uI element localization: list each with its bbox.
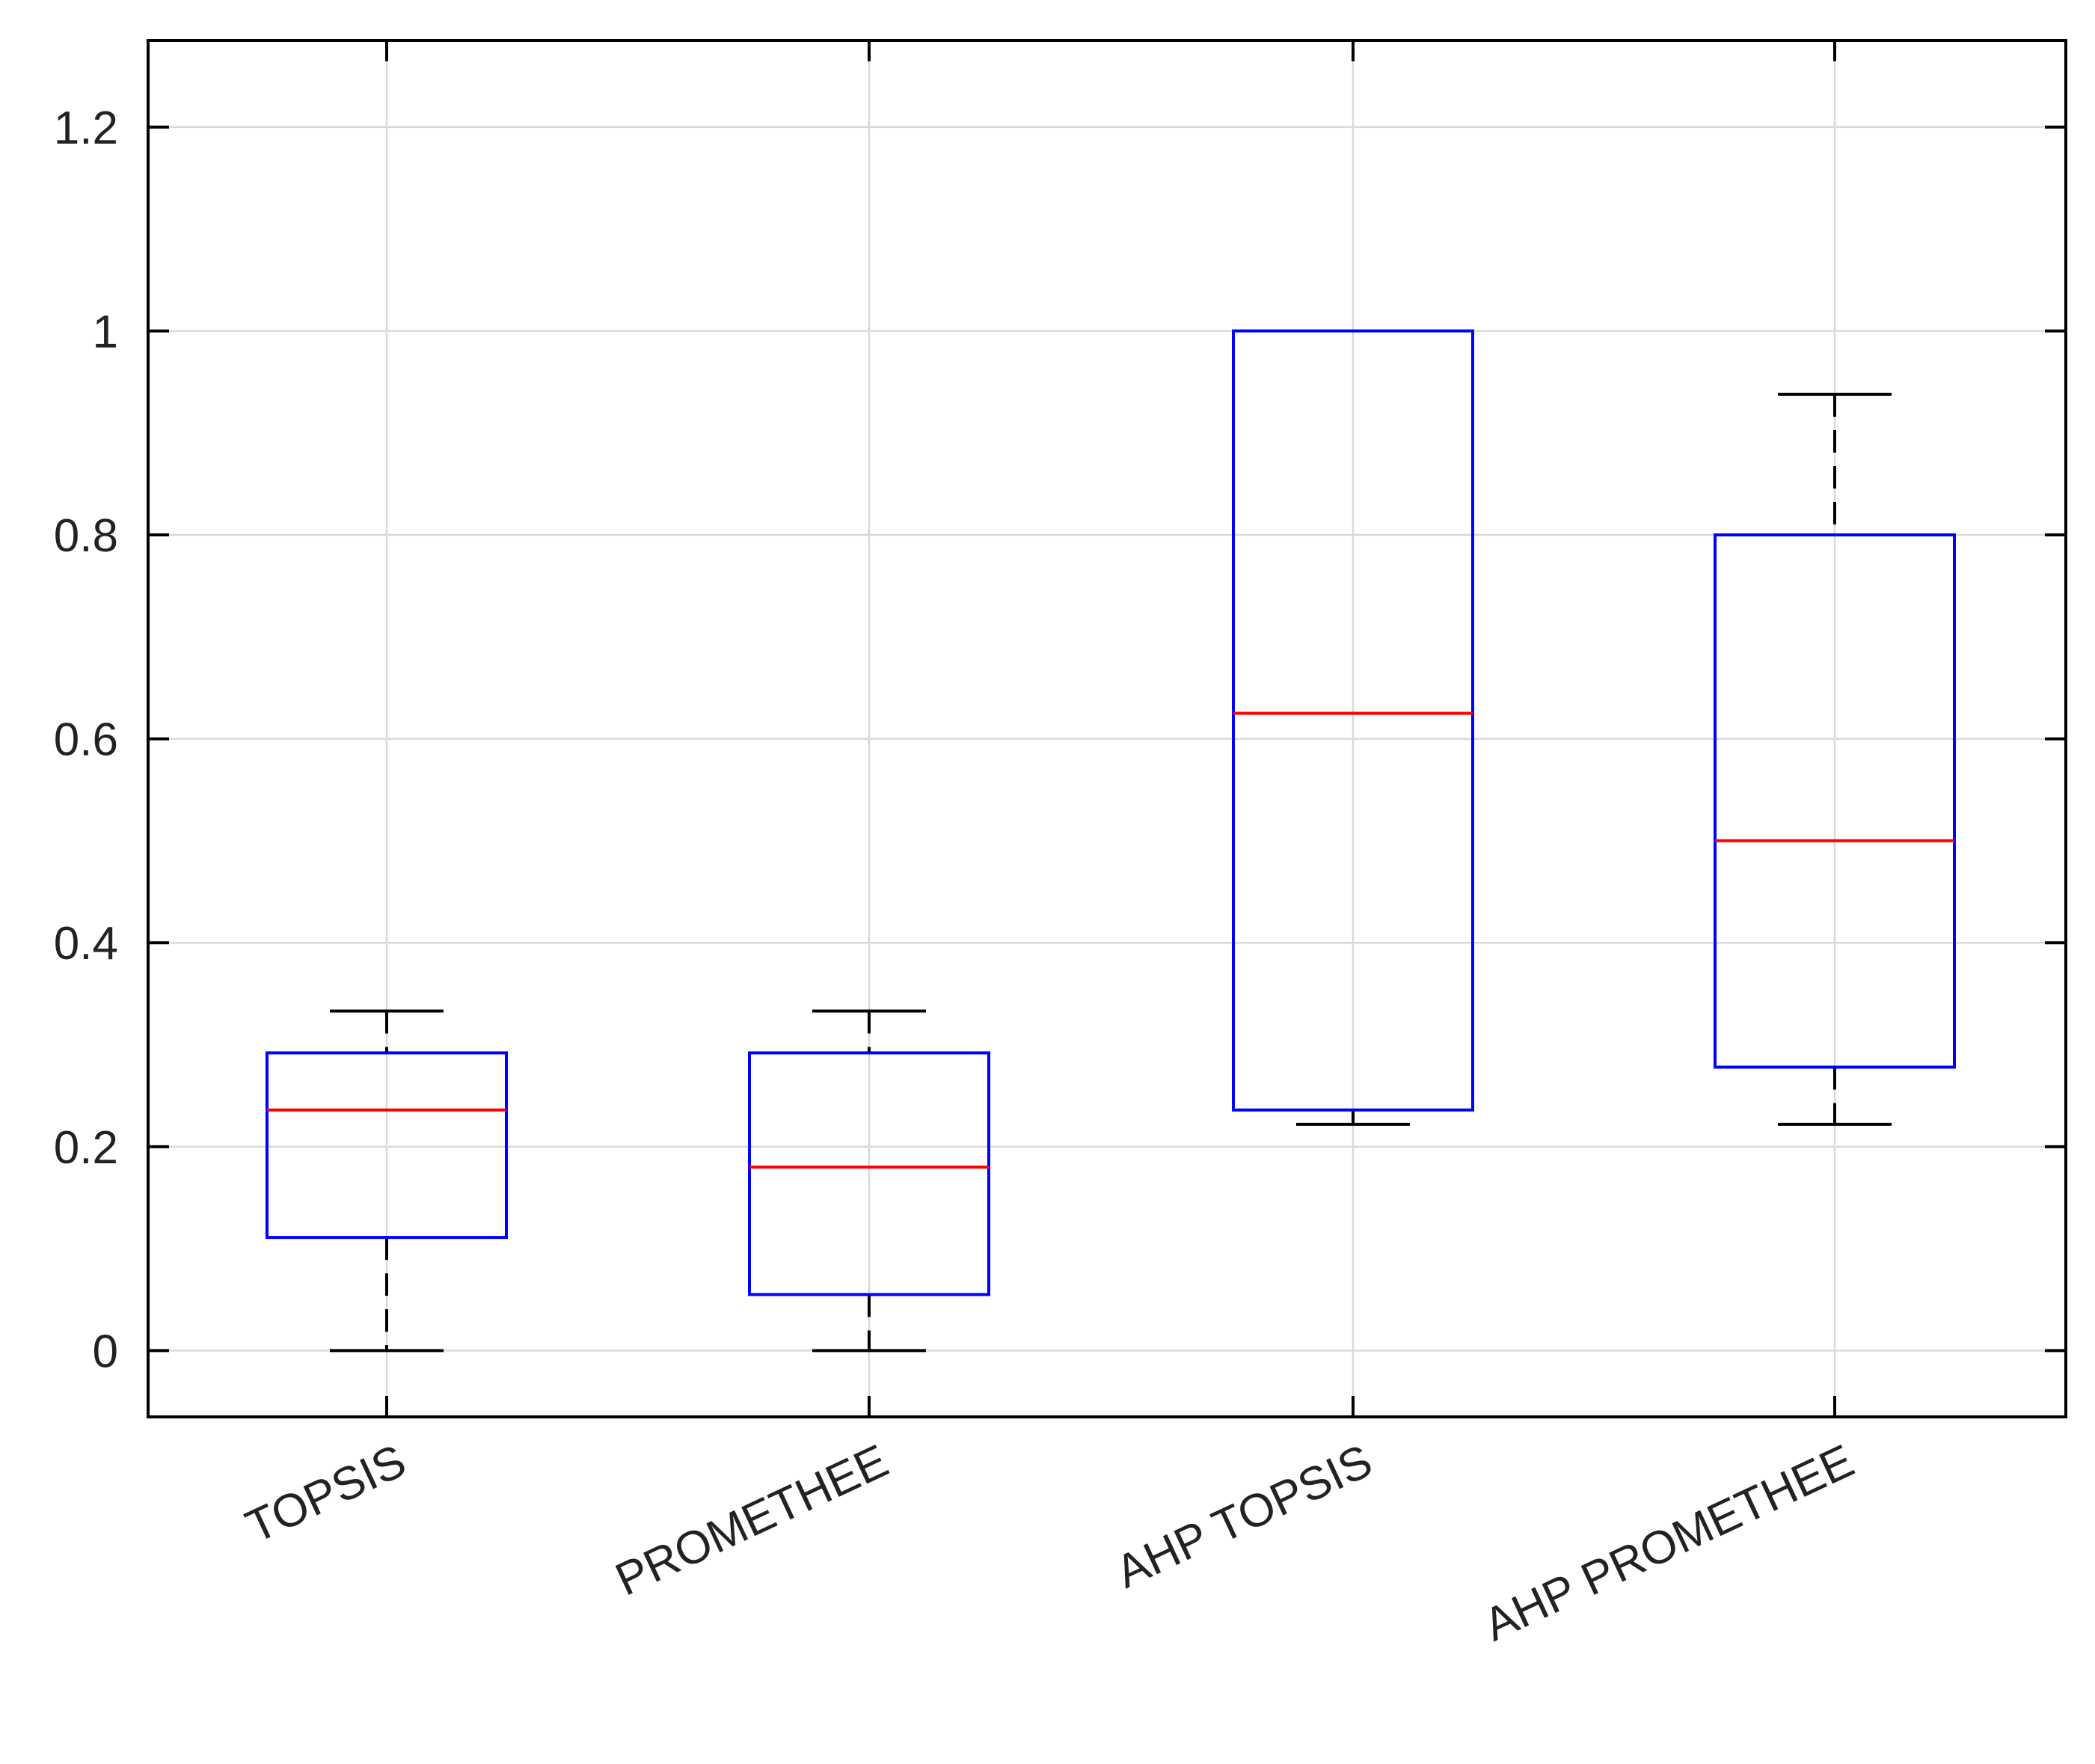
y-tick-label: 1.2 [54,102,118,154]
y-tick-label: 1 [93,306,118,358]
box-layer [266,329,1956,1353]
y-tick-label: 0.4 [54,918,118,970]
box-group [748,1009,990,1353]
tick-layer [148,40,2066,1417]
iqr-box [748,1051,990,1296]
box-group [1232,329,1474,1126]
y-tick-label: 0.2 [54,1122,118,1174]
box-group [266,1009,508,1353]
axes-frame [147,39,2067,1418]
y-tick-label: 0.6 [54,714,118,766]
iqr-box [1714,533,1956,1069]
iqr-box [266,1051,508,1240]
iqr-box [1232,329,1474,1112]
y-tick-labels: 0 0.2 0.4 0.6 0.8 1 1.2 [54,102,118,1378]
y-tick-label: 0 [93,1326,118,1377]
box-group [1714,392,1956,1126]
grid-layer [148,40,2066,1417]
y-tick-label: 0.8 [54,510,118,562]
